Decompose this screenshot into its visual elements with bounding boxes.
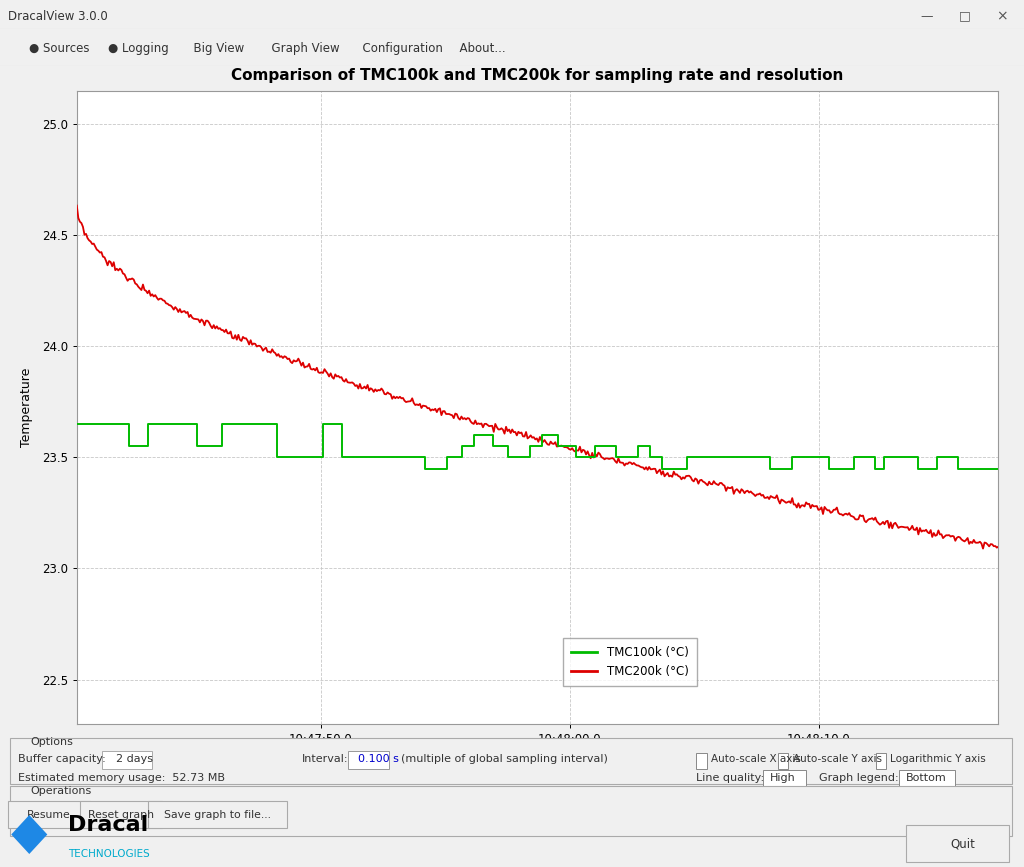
- Text: Configuration: Configuration: [355, 42, 443, 55]
- Text: Save graph to file...: Save graph to file...: [164, 810, 271, 819]
- Text: Interval:: Interval:: [302, 754, 348, 765]
- FancyBboxPatch shape: [8, 801, 90, 828]
- Text: Dracal: Dracal: [68, 815, 147, 835]
- Text: Buffer capacity:: Buffer capacity:: [18, 754, 106, 765]
- Y-axis label: Temperature: Temperature: [20, 368, 34, 447]
- FancyBboxPatch shape: [763, 770, 806, 786]
- Text: □: □: [958, 10, 971, 23]
- Text: Auto-scale X axis: Auto-scale X axis: [711, 754, 801, 765]
- Text: Options: Options: [31, 737, 74, 747]
- Text: Logarithmic Y axis: Logarithmic Y axis: [890, 754, 986, 765]
- Text: ×: ×: [995, 10, 1008, 23]
- FancyBboxPatch shape: [899, 770, 955, 786]
- Text: Operations: Operations: [31, 786, 92, 796]
- Text: (multiple of global sampling interval): (multiple of global sampling interval): [401, 754, 608, 765]
- FancyBboxPatch shape: [348, 752, 389, 769]
- FancyBboxPatch shape: [10, 786, 1012, 836]
- Text: Resume: Resume: [28, 810, 71, 819]
- FancyBboxPatch shape: [876, 753, 886, 769]
- FancyBboxPatch shape: [80, 801, 162, 828]
- Text: ● Sources: ● Sources: [29, 42, 90, 55]
- Text: 2 days: 2 days: [116, 754, 153, 765]
- FancyBboxPatch shape: [10, 738, 1012, 784]
- Text: Auto-scale Y axis: Auto-scale Y axis: [793, 754, 882, 765]
- FancyBboxPatch shape: [778, 753, 788, 769]
- FancyBboxPatch shape: [148, 801, 287, 828]
- Text: Big View: Big View: [186, 42, 244, 55]
- Text: Estimated memory usage:  52.73 MB: Estimated memory usage: 52.73 MB: [18, 773, 225, 783]
- Text: ● Logging: ● Logging: [108, 42, 169, 55]
- FancyBboxPatch shape: [102, 752, 152, 769]
- Title: Comparison of TMC100k and TMC200k for sampling rate and resolution: Comparison of TMC100k and TMC200k for sa…: [231, 68, 844, 83]
- Text: Graph View: Graph View: [264, 42, 340, 55]
- Text: About...: About...: [453, 42, 506, 55]
- FancyBboxPatch shape: [905, 825, 1010, 862]
- Text: DracalView 3.0.0: DracalView 3.0.0: [8, 10, 108, 23]
- Text: Quit: Quit: [950, 838, 976, 850]
- X-axis label: Time: Time: [522, 768, 553, 781]
- Text: TECHNOLOGIES: TECHNOLOGIES: [68, 849, 150, 859]
- FancyBboxPatch shape: [696, 753, 707, 769]
- Text: Reset graph: Reset graph: [88, 810, 154, 819]
- Text: 0.100 s: 0.100 s: [358, 754, 399, 765]
- Text: High: High: [770, 773, 796, 783]
- Polygon shape: [11, 815, 47, 854]
- Text: —: —: [921, 10, 933, 23]
- Legend: TMC100k (°C), TMC200k (°C): TMC100k (°C), TMC200k (°C): [563, 638, 696, 687]
- Text: Graph legend:: Graph legend:: [819, 773, 899, 783]
- Text: Line quality:: Line quality:: [696, 773, 765, 783]
- Text: Bottom: Bottom: [906, 773, 947, 783]
